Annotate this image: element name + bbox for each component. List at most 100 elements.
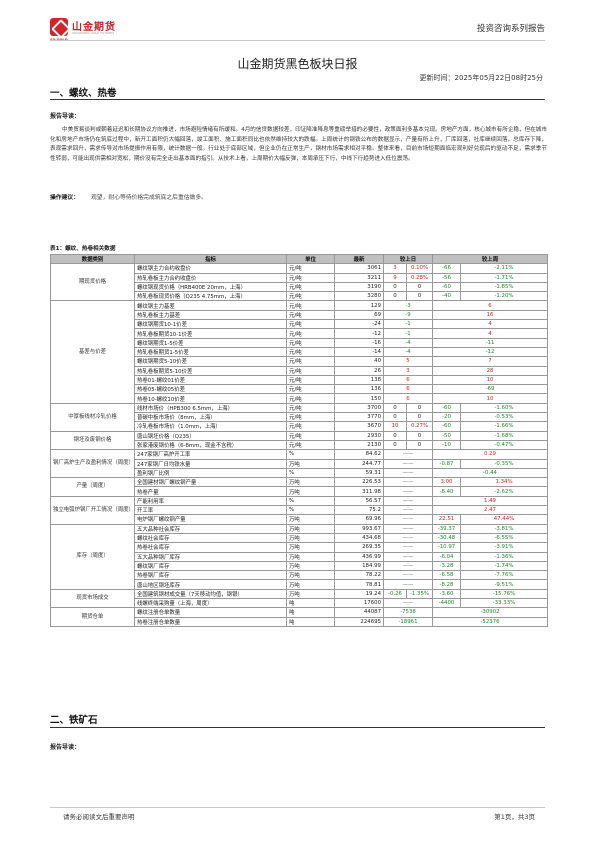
week-change-pct-cell: -1.71% xyxy=(460,272,548,283)
indicator-cell: 线材市场价（HPB300 6.5mm，上海） xyxy=(134,402,287,414)
week-change-cell: 0.29 xyxy=(432,449,548,460)
week-change-pct-cell: -1.85% xyxy=(460,281,548,293)
indicator-cell: 螺纹社会库存 xyxy=(134,532,287,544)
latest-cell: 311.98 xyxy=(334,486,384,497)
latest-cell: 224695 xyxy=(334,616,384,627)
indicator-cell: 热轧卷板主力合约收盘价 xyxy=(134,272,287,283)
day-change-cell: —— xyxy=(383,551,433,562)
week-change-pct-cell: 1.34% xyxy=(460,477,548,488)
indicator-cell: 唐山钢坯价格（Q235） xyxy=(134,430,287,441)
unit-cell: 元/吨 xyxy=(286,309,335,321)
week-change-pct-cell: -0.35% xyxy=(460,458,548,469)
day-change-cell: 5 xyxy=(383,356,433,367)
day-change-cell: 0 xyxy=(383,281,407,293)
latest-cell: 2130 xyxy=(334,439,384,451)
indicator-cell: 热卷钢厂库存 xyxy=(134,570,287,581)
indicator-cell: 螺纹钢主力基差 xyxy=(134,300,287,311)
latest-cell: 3700 xyxy=(334,402,384,414)
guide-paragraph: 中美贸易谈判或朝着延迟和长期协议方向推进，市场避险情绪有所缓和。4月的信贷数据较… xyxy=(50,127,547,162)
day-change-cell: -9 xyxy=(383,309,433,321)
week-change-cell: 22.51 xyxy=(432,514,461,525)
category-cell: 中厚板线材冷轧价格 xyxy=(50,402,135,432)
day-change-pct-cell: -1.35% xyxy=(406,588,433,600)
day-change-pct-cell: 0.28% xyxy=(406,272,433,283)
category-cell: 钢厂高炉生产及盈利情况（周度） xyxy=(50,449,135,479)
latest-cell: 26 xyxy=(334,365,384,376)
day-change-cell: 6 xyxy=(383,374,433,386)
indicator-cell: 热卷01-螺纹01价差 xyxy=(134,374,287,386)
week-change-cell: -39.37 xyxy=(432,523,461,534)
section-heading-rebar: 一、螺纹、热卷 xyxy=(50,88,117,99)
unit-cell: 元/吨 xyxy=(286,356,335,367)
week-change-cell: 1.49 xyxy=(432,495,548,507)
day-change-cell: —— xyxy=(383,504,433,516)
category-cell: 独立电弧炉钢厂开工情况（周度） xyxy=(50,495,135,525)
week-change-cell: -3.60 xyxy=(432,588,461,600)
unit-cell: 元/吨 xyxy=(286,421,335,432)
unit-cell: 万吨 xyxy=(286,523,335,534)
day-change-cell: —— xyxy=(383,449,433,460)
unit-cell: 元/吨 xyxy=(286,337,335,348)
table-row: 热卷10-螺纹10价差 元/吨 150 6 10 xyxy=(51,393,548,404)
header-divider xyxy=(50,40,545,41)
update-time: 更新时间：2025年05月22日08时25分 xyxy=(419,74,543,82)
latest-cell: 78.22 xyxy=(334,570,384,581)
latest-cell: 56.57 xyxy=(334,495,384,507)
latest-cell: 75.2 xyxy=(334,504,384,516)
day-change-cell: -1 xyxy=(383,319,433,330)
latest-cell: 129 xyxy=(334,300,384,311)
latest-cell: -14 xyxy=(334,346,384,358)
indicator-cell: 热卷05-螺纹05价差 xyxy=(134,384,287,395)
latest-cell: 3211 xyxy=(334,272,384,283)
week-change-cell: 28 xyxy=(432,365,548,376)
week-change-cell: -52376 xyxy=(432,616,548,627)
indicator-cell: 螺纹钢厂库存 xyxy=(134,560,287,572)
indicator-cell: 产能利用率 xyxy=(134,495,287,507)
week-change-pct-cell: -2.11% xyxy=(460,263,548,274)
week-change-pct-cell: -1.66% xyxy=(460,421,548,432)
day-change-cell: -1 xyxy=(383,328,433,339)
unit-cell: 元/吨 xyxy=(286,328,335,339)
indicator-cell: 247家钢厂日均铁水量 xyxy=(134,458,287,469)
week-change-cell: 6 xyxy=(432,300,548,311)
operation-advice: 操作建议： 观望，耐心等待价格完成筑底之后重估做多。 xyxy=(50,192,207,201)
latest-cell: 434.68 xyxy=(334,532,384,544)
day-change-cell: —— xyxy=(383,458,433,469)
table-row: 现货市场成交 全国建筑钢材成交量（7天移动均值，钢银） 万吨 19.24 -0.26 -1… xyxy=(50,588,548,609)
day-change-cell: 0 xyxy=(383,439,407,451)
week-change-pct-cell: -0.47% xyxy=(460,439,548,451)
advice-label: 操作建议： xyxy=(50,195,79,201)
week-change-pct-cell: 47.44% xyxy=(460,514,548,525)
indicator-cell: 热轧卷板现货价格（Q235 4.75mm，上海） xyxy=(134,291,287,302)
latest-cell: 993.67 xyxy=(334,523,384,534)
header-vs-prev-day: 较上日 xyxy=(383,253,433,265)
week-change-cell: -0.87 xyxy=(432,458,461,469)
table-row: 基差与价差 螺纹钢主力基差 元/吨 129 -3 6 xyxy=(50,300,548,404)
day-change-cell: 6 xyxy=(383,384,433,395)
section-heading-iron-ore: 二、铁矿石 xyxy=(50,715,98,726)
week-change-cell: -40 xyxy=(432,291,461,302)
latest-cell: -12 xyxy=(334,328,384,339)
week-change-cell: -8.28 xyxy=(432,579,461,590)
indicator-cell: 冷轧卷板市场价（1.0mm，上海） xyxy=(134,421,287,432)
table-row: 热卷社会库存 万吨 269.35 —— -10.97 -3.91% xyxy=(51,542,548,553)
week-change-pct-cell: -3.81% xyxy=(460,523,548,534)
week-change-pct-cell: -0.53% xyxy=(460,412,548,423)
indicator-cell: 螺纹钢主力合约收盘价 xyxy=(134,263,287,274)
unit-cell: 元/吨 xyxy=(286,346,335,358)
week-change-cell: 2.47 xyxy=(432,504,548,516)
header-unit: 单位 xyxy=(286,253,335,265)
unit-cell: 元/吨 xyxy=(286,384,335,395)
table-row: 期现货价格 螺纹钢主力合约收盘价 元/吨 3061 3 0.10% -66 -2.11% xyxy=(50,263,548,302)
day-change-cell: 6 xyxy=(383,393,433,404)
indicator-cell: 螺纹钢期货1-5价差 xyxy=(134,337,287,348)
section-divider xyxy=(50,727,545,728)
unit-cell: 万吨 xyxy=(286,486,335,497)
category-cell: 钢坯及废钢价格 xyxy=(50,430,135,451)
week-change-cell: -56 xyxy=(432,272,461,283)
latest-cell: 436.99 xyxy=(334,551,384,562)
week-change-pct-cell: -9.51% xyxy=(460,579,548,590)
guide-label: 报告导读： xyxy=(50,113,81,120)
indicator-cell: 全国建筑钢材成交量（7天移动均值，钢银） xyxy=(134,588,287,600)
day-change-cell: —— xyxy=(383,597,433,609)
